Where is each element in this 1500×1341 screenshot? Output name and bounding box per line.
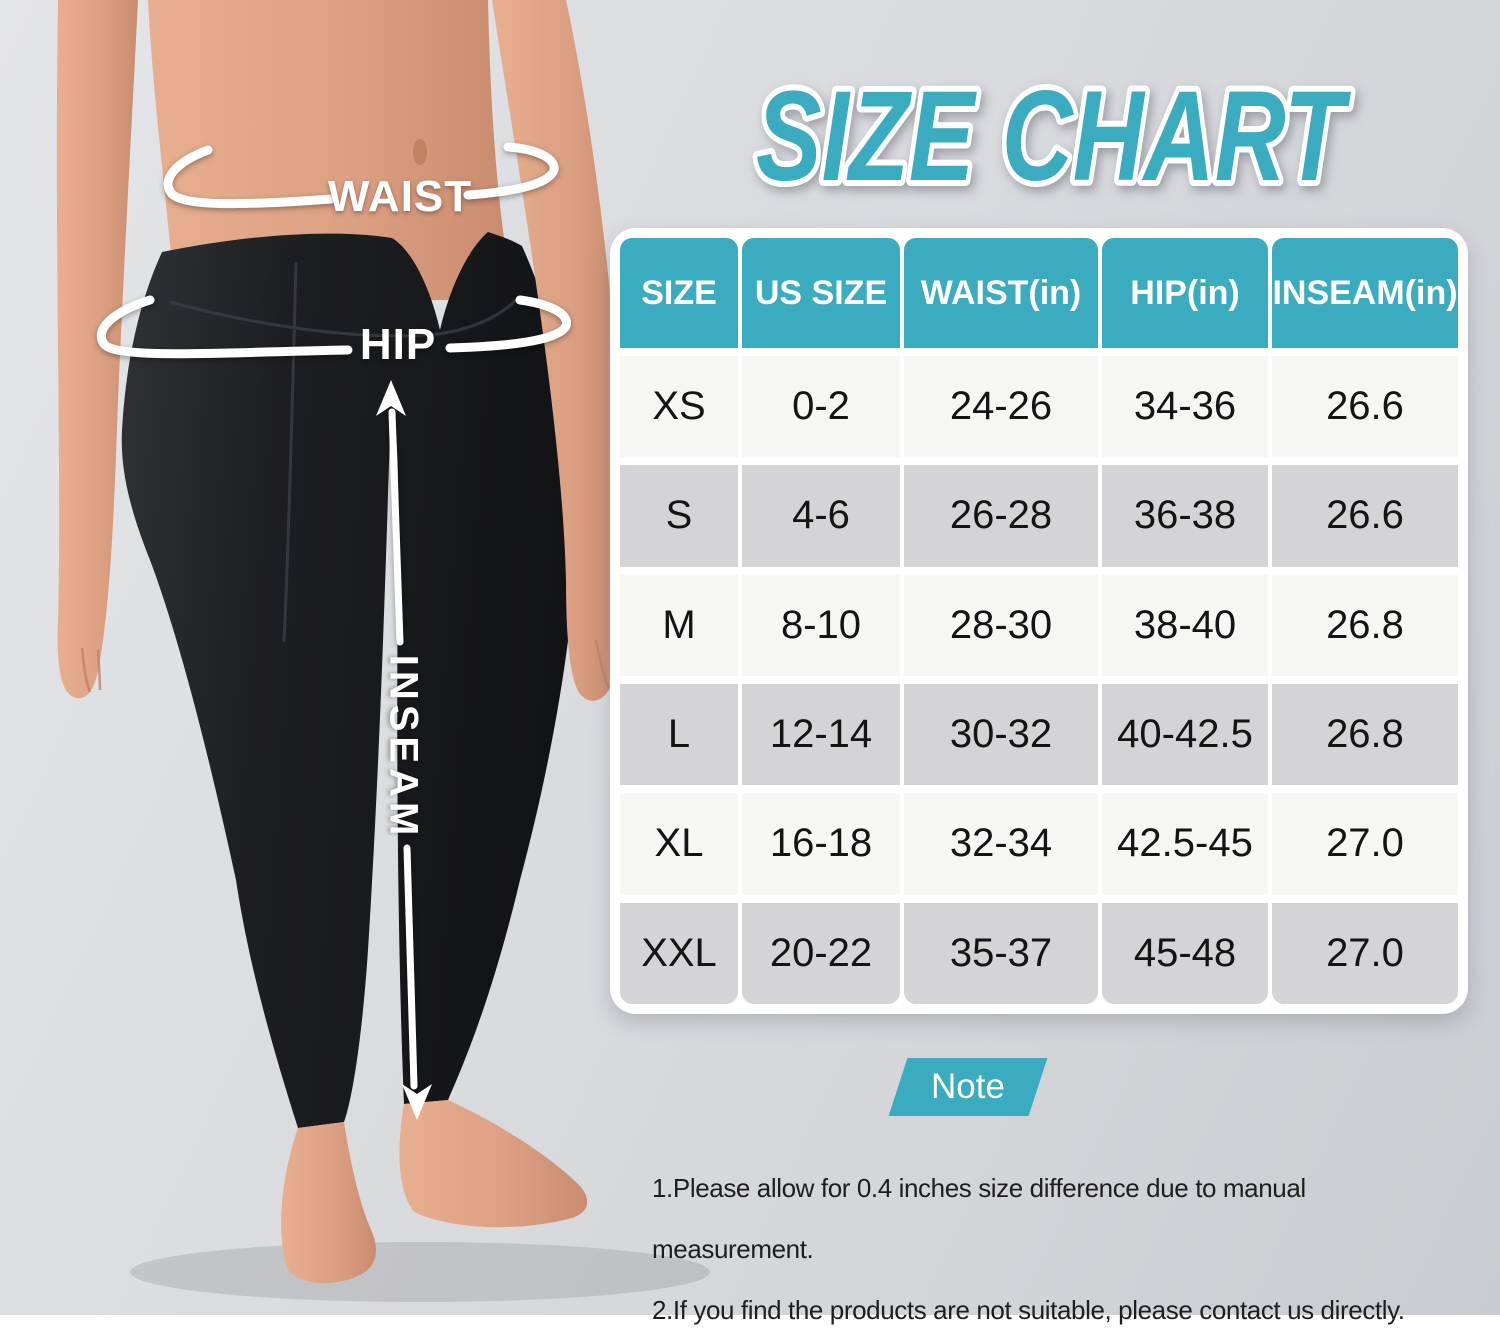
navel (413, 139, 427, 165)
table-cell: 42.5-45 (1102, 793, 1268, 895)
hip-label: HIP (359, 320, 437, 369)
table-cell: 34-36 (1102, 356, 1268, 458)
table-cell: 16-18 (742, 793, 900, 895)
measure-annotations (96, 142, 571, 1090)
waist-ellipse-arrow (163, 142, 559, 209)
note-line-2: 2.If you find the products are not suita… (652, 1295, 1405, 1325)
note-badge: Note (888, 1058, 1048, 1116)
col-header-inseam: INSEAM(in) (1272, 238, 1458, 348)
leggings (121, 232, 580, 1128)
table-cell: XS (620, 356, 738, 458)
inseam-arrowhead-up (376, 380, 406, 416)
arm-left (56, 0, 138, 699)
table-cell: XXL (620, 902, 738, 1004)
waist-label: WAIST (327, 172, 473, 221)
note-badge-label: Note (931, 1067, 1005, 1106)
table-cell: XL (620, 793, 738, 895)
inseam-label: INSEAM (381, 654, 426, 841)
table-cell: 28-30 (904, 574, 1098, 676)
note-text: 1.Please allow for 0.4 inches size diffe… (652, 1158, 1472, 1341)
model-photo (56, 0, 710, 1302)
foot-right (399, 1100, 588, 1228)
col-header-waist: WAIST(in) (904, 238, 1098, 348)
table-cell: 35-37 (904, 902, 1098, 1004)
page-title-text: SIZE CHART (756, 66, 1352, 206)
page-title: SIZE CHART (750, 66, 1358, 206)
torso (148, 0, 505, 300)
table-cell: 20-22 (742, 902, 900, 1004)
inseam-arrow (388, 408, 418, 1090)
table-cell: S (620, 465, 738, 567)
inseam-arrowhead-down (402, 1084, 432, 1120)
size-table-card: SIZE US SIZE WAIST(in) HIP(in) INSEAM(in… (610, 228, 1468, 1014)
floor-shadow (130, 1242, 710, 1302)
table-cell: 12-14 (742, 684, 900, 786)
foot-left (281, 1122, 376, 1284)
table-cell: 24-26 (904, 356, 1098, 458)
arm-right (492, 0, 626, 701)
table-cell: 27.0 (1272, 793, 1458, 895)
col-header-ussize: US SIZE (742, 238, 900, 348)
size-table: SIZE US SIZE WAIST(in) HIP(in) INSEAM(in… (620, 238, 1458, 1004)
table-cell: 40-42.5 (1102, 684, 1268, 786)
table-cell: 0-2 (742, 356, 900, 458)
table-cell: 26.6 (1272, 465, 1458, 567)
waistband-seams (169, 261, 520, 643)
table-cell: 26.6 (1272, 356, 1458, 458)
col-header-size: SIZE (620, 238, 738, 348)
table-cell: 26.8 (1272, 684, 1458, 786)
hip-ellipse-arrow (96, 295, 571, 359)
table-cell: 8-10 (742, 574, 900, 676)
table-cell: 27.0 (1272, 902, 1458, 1004)
col-header-hip: HIP(in) (1102, 238, 1268, 348)
table-cell: 38-40 (1102, 574, 1268, 676)
table-cell: 4-6 (742, 465, 900, 567)
table-cell: 26-28 (904, 465, 1098, 567)
table-cell: 45-48 (1102, 902, 1268, 1004)
table-cell: L (620, 684, 738, 786)
table-cell: M (620, 574, 738, 676)
table-cell: 32-34 (904, 793, 1098, 895)
note-line-1: 1.Please allow for 0.4 inches size diffe… (652, 1173, 1306, 1264)
table-cell: 26.8 (1272, 574, 1458, 676)
table-cell: 30-32 (904, 684, 1098, 786)
table-cell: 36-38 (1102, 465, 1268, 567)
